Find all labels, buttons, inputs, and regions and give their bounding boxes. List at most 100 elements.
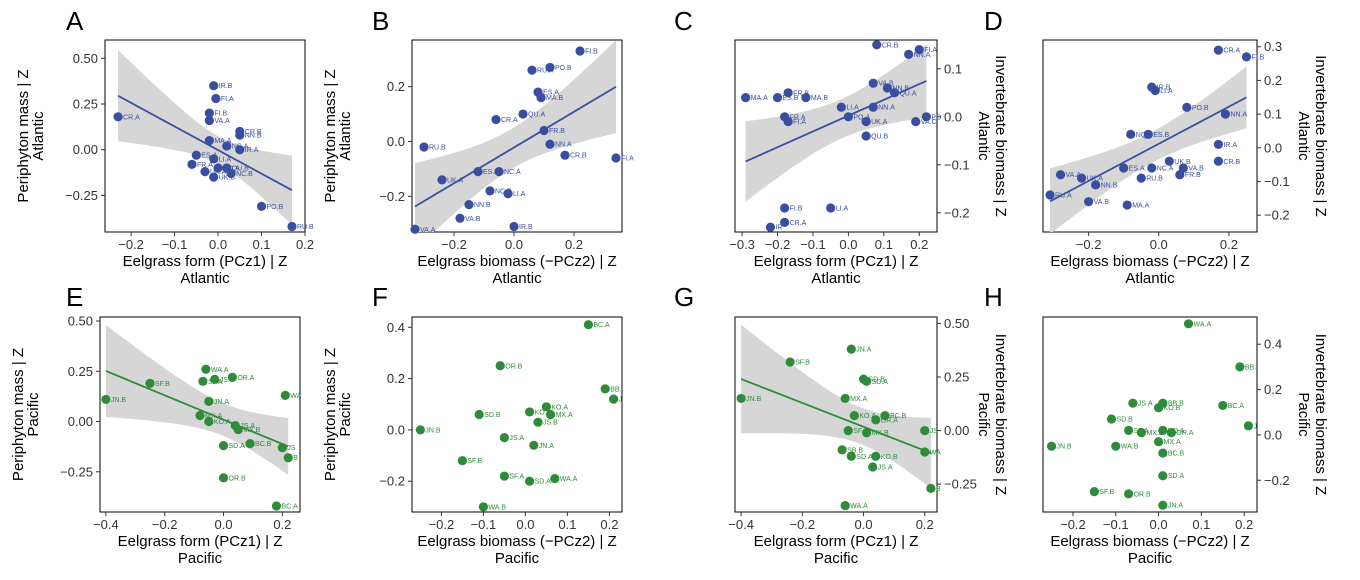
point-label: SD.A	[1168, 473, 1185, 480]
data-point	[494, 167, 504, 177]
point-label: IR	[775, 225, 782, 232]
panel-letter: E	[66, 282, 83, 312]
point-label: PO.B	[555, 65, 572, 72]
y-axis-subtitle: Pacific	[337, 392, 354, 437]
x-tick-label: 0.0	[214, 517, 232, 532]
x-tick-label: −0.4	[93, 517, 119, 532]
data-point	[1150, 85, 1160, 96]
y-tick-label: −0.2	[379, 474, 405, 489]
data-point	[187, 159, 197, 169]
point-label: IR.B	[1157, 85, 1171, 92]
point-label: UK.A	[210, 169, 227, 176]
y-tick-label: 0.3	[1264, 39, 1282, 54]
point-label: OR.B	[229, 475, 246, 482]
point-label: ES.B	[1153, 132, 1169, 139]
point-label: JN.A	[214, 399, 230, 406]
x-tick-label: 0.2	[565, 237, 583, 252]
point-label: KO.A	[214, 419, 231, 426]
data-point	[736, 393, 746, 404]
data-point	[1147, 163, 1157, 173]
point-label: RU.A	[537, 68, 554, 75]
point-label: CR.A	[790, 220, 807, 227]
point-label: WA.A	[560, 476, 578, 483]
panel-letter: G	[674, 282, 694, 312]
point-label: J	[1253, 423, 1257, 430]
data-point	[1124, 489, 1134, 499]
y-tick-label: −0.2	[1264, 208, 1290, 223]
panel-b: B FI.B RU.A PO.B ES.AMA.B FR.B NN.A CR.B FI.A RU.…	[322, 6, 634, 287]
x-tick-label: 0.0	[516, 517, 534, 532]
data-point	[861, 131, 871, 141]
x-tick-label: −0.1	[471, 517, 497, 532]
point-label: IR.B	[519, 224, 533, 231]
point-label: SF.A	[853, 428, 868, 435]
y-tick-label: 0.2	[387, 79, 405, 94]
y-axis-title: Periphyton mass | Z	[15, 69, 32, 202]
fit-line	[414, 85, 617, 208]
point-label: NC.A	[504, 169, 521, 176]
data-point	[1122, 200, 1132, 210]
point-label: QU.A	[528, 112, 545, 119]
data-point	[222, 141, 232, 151]
data-point	[101, 394, 111, 405]
data-point	[509, 221, 519, 232]
point-label: NN.B	[1101, 182, 1118, 189]
y-axis-subtitle: Atlantic	[975, 111, 992, 161]
data-point	[1220, 109, 1231, 119]
data-point	[1235, 362, 1245, 372]
data-point	[889, 88, 900, 98]
point-label: VA.A	[420, 227, 436, 234]
x-tick-label: 0.2	[273, 517, 291, 532]
data-point	[1124, 425, 1134, 435]
x-axis-subtitle: Pacific	[1128, 550, 1173, 567]
data-point	[846, 451, 856, 461]
data-point	[485, 186, 495, 196]
point-label: SB.B	[847, 447, 863, 454]
data-point	[1218, 400, 1228, 411]
point-label: IR.B	[219, 83, 233, 90]
data-point	[539, 125, 549, 136]
point-label: KO.A	[1168, 428, 1185, 435]
data-point	[550, 474, 560, 484]
data-point	[611, 153, 621, 163]
point-label: SD.A	[856, 454, 873, 461]
x-tick-label: 0.1	[252, 237, 270, 252]
point-label: JS.B	[543, 420, 558, 427]
point-label: CR.B	[1223, 159, 1240, 166]
data-point	[283, 453, 293, 463]
plot-frame	[734, 316, 938, 513]
point-label: JS.A	[1138, 401, 1153, 408]
x-axis-title: Eelgrass form (PCz1) | Z	[123, 253, 288, 270]
point-label: FR.B	[1185, 172, 1201, 179]
point-label: CR.B	[570, 153, 587, 160]
y-tick-label: 0.1	[1264, 107, 1282, 122]
point-label: QU.A	[899, 90, 916, 97]
point-label: SF.B	[1099, 489, 1114, 496]
point-label: JS.A	[509, 435, 524, 442]
y-tick-label: −0.25	[60, 464, 93, 479]
data-point	[204, 135, 214, 146]
y-axis-title: Invertebrate biomass | Z	[992, 334, 1009, 495]
data-point	[843, 112, 854, 122]
point-label: NN.B	[892, 86, 909, 93]
x-axis-title: Eelgrass biomass (−PCz2) | Z	[417, 533, 616, 550]
point-label: NN.A	[878, 105, 895, 112]
x-tick-label: −0.2	[1076, 237, 1102, 252]
point-label: SF.B	[467, 458, 482, 465]
point-label: WA.B	[488, 504, 506, 511]
data-point	[536, 93, 546, 103]
x-tick-label: −0.2	[118, 237, 144, 252]
data-point	[904, 49, 914, 60]
x-axis-subtitle: Atlantic	[1125, 270, 1175, 287]
data-point	[921, 112, 931, 122]
y-tick-label: −0.25	[944, 477, 977, 492]
point-label: BC.B	[255, 441, 272, 448]
data-point	[1213, 139, 1224, 150]
y-tick-label: 0.4	[1264, 337, 1282, 352]
point-label: VA.A	[1066, 172, 1082, 179]
point-label: SD.B	[869, 377, 886, 384]
point-label: SF.B	[155, 381, 170, 388]
y-tick-label: 0.25	[68, 364, 93, 379]
y-axis-title: Periphyton mass | Z	[322, 348, 339, 481]
